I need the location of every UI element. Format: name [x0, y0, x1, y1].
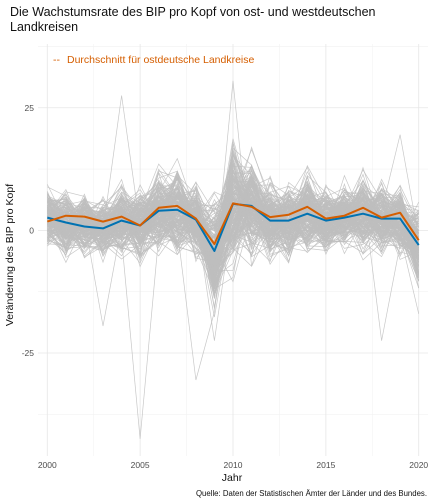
background-lines: [46, 80, 420, 439]
county-line: [47, 193, 420, 271]
chart-title-line-2: Landkreisen: [10, 20, 78, 34]
legend-label: Durchschnitt für ostdeutsche Landkreise: [67, 54, 255, 66]
source-caption: Quelle: Daten der Statistischen Ämter de…: [196, 489, 427, 498]
series-line-orange: [46, 202, 420, 246]
county-line: [47, 191, 420, 285]
legend-symbol: --: [53, 54, 60, 66]
county-line: [47, 176, 419, 267]
x-tick-label: 2000: [38, 460, 57, 470]
county-line: [47, 196, 420, 262]
county-line: [47, 187, 419, 257]
y-tick-label: 0: [29, 225, 34, 235]
x-axis-ticks: 2000 2005 2010 2015 2020: [38, 460, 429, 470]
county-line: [47, 163, 419, 276]
y-axis-label: Veränderung des BIP pro Kopf: [4, 184, 16, 326]
y-tick-label: 25: [25, 103, 35, 113]
x-tick-label: 2005: [131, 460, 150, 470]
series-lines: [46, 202, 420, 252]
county-line: [47, 170, 420, 263]
x-tick-label: 2015: [316, 460, 335, 470]
y-axis-ticks: -25 0 25: [22, 103, 35, 358]
x-tick-label: 2020: [409, 460, 428, 470]
x-axis-label: Jahr: [222, 472, 243, 484]
county-line: [46, 192, 419, 245]
county-line: [47, 182, 419, 254]
y-tick-label: -25: [22, 348, 35, 358]
county-line: [47, 175, 420, 289]
chart-title-line-1: Die Wachstumsrate des BIP pro Kopf von o…: [10, 5, 376, 19]
county-line: [47, 138, 420, 252]
county-line: [46, 166, 419, 247]
legend: -- Durchschnitt für ostdeutsche Landkrei…: [53, 54, 255, 66]
x-tick-label: 2010: [224, 460, 243, 470]
county-line: [47, 170, 420, 260]
